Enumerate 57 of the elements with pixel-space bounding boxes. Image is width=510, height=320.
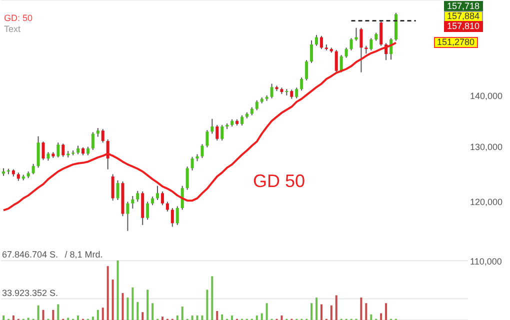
y2-tick-label: 130,000 xyxy=(470,142,503,152)
candlestick xyxy=(36,136,40,168)
y2-tick-label: 110,000 xyxy=(470,256,502,267)
candlestick xyxy=(370,38,373,51)
y2-tick-label: 120,000 xyxy=(470,196,503,207)
candlestick xyxy=(300,77,304,92)
candlestick xyxy=(314,34,318,46)
candlestick xyxy=(62,143,65,158)
candlestick xyxy=(354,27,358,42)
candlestick xyxy=(190,156,194,171)
annotation: / 8,1 Mrd. xyxy=(64,250,103,260)
annotation: 157,810 xyxy=(444,21,483,32)
candlestick xyxy=(305,60,308,81)
candlestick xyxy=(166,201,169,212)
candlestick xyxy=(290,89,294,100)
candlestick xyxy=(91,132,94,150)
candlestick xyxy=(240,114,244,126)
candlestick xyxy=(32,163,35,175)
candlestick xyxy=(111,174,114,202)
candlestick xyxy=(255,100,258,111)
annotation: Text xyxy=(4,24,21,34)
candlestick xyxy=(310,40,314,64)
annotation: 151,2780 xyxy=(434,37,478,48)
candlestick xyxy=(156,185,160,200)
candlestick xyxy=(136,190,140,202)
candlestick xyxy=(170,208,174,228)
candlestick xyxy=(380,20,383,46)
annotation: GD: 50 xyxy=(4,13,33,23)
candlestick xyxy=(216,124,219,141)
candlestick xyxy=(200,144,204,158)
candlestick xyxy=(340,54,343,73)
candlestick xyxy=(344,47,348,58)
candlestick xyxy=(176,206,179,226)
candlestick xyxy=(160,190,164,206)
series-label: GD 50 xyxy=(253,171,306,192)
y-tick-label: 33.923.352 S. xyxy=(2,288,58,298)
candlestick xyxy=(186,166,189,190)
y-tick-label: 67.846.704 S. xyxy=(2,250,58,260)
candlestick xyxy=(360,27,363,73)
candlestick xyxy=(206,130,209,148)
candlestick xyxy=(56,142,60,158)
candlestick xyxy=(320,35,323,50)
candlestick xyxy=(131,196,134,210)
y2-tick-label: 140,000 xyxy=(470,91,503,102)
candlestick xyxy=(101,128,104,144)
candlestick xyxy=(220,124,224,141)
candlestick xyxy=(210,118,214,134)
candlestick xyxy=(42,141,45,161)
candlestick xyxy=(126,201,130,232)
candlestick xyxy=(146,201,150,220)
candlestick xyxy=(350,38,353,51)
candlestick xyxy=(116,180,120,200)
annotation: 157,884 xyxy=(444,11,483,22)
annotation: 157,718 xyxy=(444,1,483,12)
candlestick xyxy=(295,87,298,99)
candlestick xyxy=(334,49,338,74)
candlestick xyxy=(270,83,274,99)
